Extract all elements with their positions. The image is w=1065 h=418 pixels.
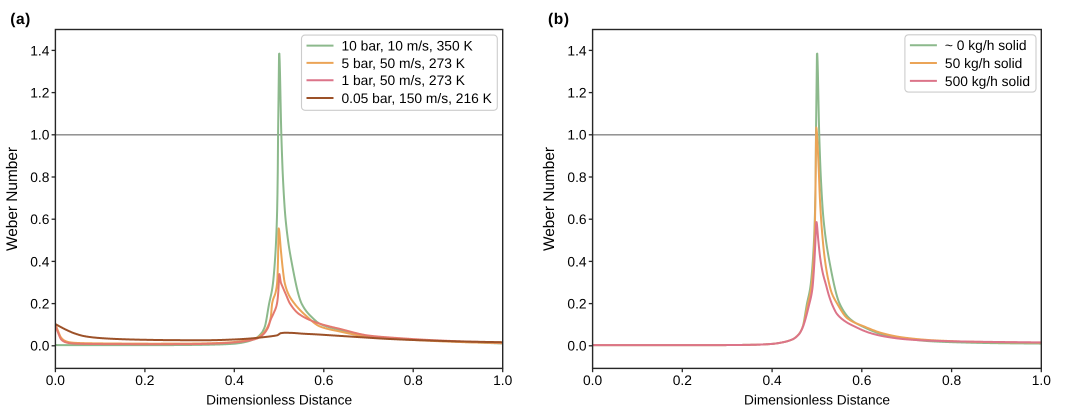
svg-text:0.2: 0.2 xyxy=(567,297,586,312)
svg-text:0.0: 0.0 xyxy=(30,339,50,354)
svg-text:0.4: 0.4 xyxy=(225,373,245,388)
svg-text:5 bar, 50 m/s, 273 K: 5 bar, 50 m/s, 273 K xyxy=(342,56,466,71)
svg-text:1.2: 1.2 xyxy=(567,86,586,101)
svg-text:1.0: 1.0 xyxy=(1032,373,1052,388)
svg-text:0.8: 0.8 xyxy=(942,373,962,388)
svg-text:1 bar, 50 m/s, 273 K: 1 bar, 50 m/s, 273 K xyxy=(342,73,466,88)
svg-text:Dimensionless Distance: Dimensionless Distance xyxy=(206,392,352,407)
svg-text:0.0: 0.0 xyxy=(567,339,587,354)
svg-text:0.6: 0.6 xyxy=(314,373,334,388)
svg-text:0.8: 0.8 xyxy=(30,170,50,185)
svg-text:0.6: 0.6 xyxy=(852,373,872,388)
svg-text:50 kg/h solid: 50 kg/h solid xyxy=(945,56,1022,71)
svg-text:1.0: 1.0 xyxy=(567,128,587,143)
svg-text:1.4: 1.4 xyxy=(567,43,587,58)
svg-text:(b): (b) xyxy=(548,11,570,28)
svg-text:0.2: 0.2 xyxy=(30,297,49,312)
svg-text:0.4: 0.4 xyxy=(763,373,783,388)
svg-text:0.4: 0.4 xyxy=(30,254,50,269)
svg-text:500 kg/h solid: 500 kg/h solid xyxy=(945,74,1030,89)
svg-text:Dimensionless Distance: Dimensionless Distance xyxy=(744,392,890,407)
svg-text:1.2: 1.2 xyxy=(30,86,49,101)
svg-text:0.05 bar, 150 m/s, 216 K: 0.05 bar, 150 m/s, 216 K xyxy=(342,91,493,106)
svg-text:0.8: 0.8 xyxy=(567,170,587,185)
svg-text:Weber Number: Weber Number xyxy=(541,147,558,251)
svg-text:0.2: 0.2 xyxy=(135,373,154,388)
svg-text:~ 0 kg/h solid: ~ 0 kg/h solid xyxy=(945,38,1027,53)
svg-text:0.2: 0.2 xyxy=(673,373,692,388)
svg-text:0.6: 0.6 xyxy=(30,212,50,227)
svg-text:1.4: 1.4 xyxy=(30,43,50,58)
svg-text:0.4: 0.4 xyxy=(567,254,587,269)
svg-text:(a): (a) xyxy=(10,11,31,28)
svg-text:1.0: 1.0 xyxy=(493,373,513,388)
svg-text:0.8: 0.8 xyxy=(404,373,424,388)
svg-text:0.0: 0.0 xyxy=(583,373,603,388)
svg-text:0.0: 0.0 xyxy=(46,373,66,388)
svg-text:1.0: 1.0 xyxy=(30,128,50,143)
svg-text:0.6: 0.6 xyxy=(567,212,587,227)
svg-text:Weber Number: Weber Number xyxy=(4,147,21,251)
svg-text:10 bar, 10 m/s, 350 K: 10 bar, 10 m/s, 350 K xyxy=(342,39,474,54)
